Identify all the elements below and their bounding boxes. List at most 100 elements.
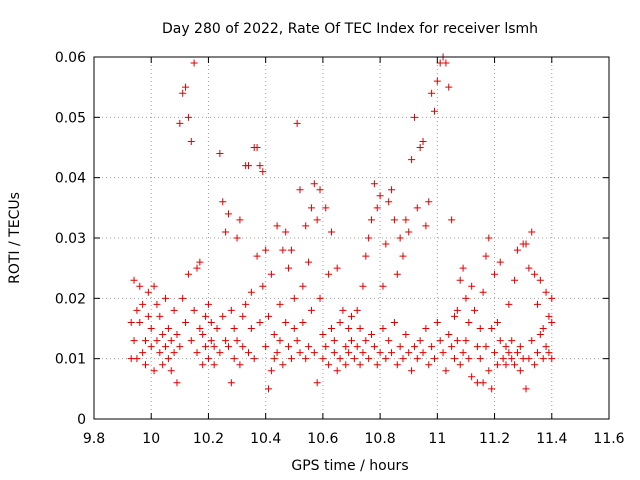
data-point bbox=[548, 294, 556, 302]
data-point bbox=[353, 306, 361, 314]
data-point bbox=[239, 343, 247, 351]
data-point bbox=[476, 355, 484, 363]
data-point bbox=[422, 222, 430, 230]
data-point bbox=[230, 325, 238, 332]
data-point bbox=[482, 343, 490, 351]
data-point bbox=[525, 264, 533, 272]
data-point bbox=[473, 343, 481, 351]
data-point bbox=[287, 355, 295, 363]
data-point bbox=[262, 343, 270, 351]
data-point bbox=[259, 282, 267, 290]
data-point bbox=[451, 312, 458, 320]
data-point bbox=[136, 282, 144, 290]
data-point bbox=[210, 343, 218, 351]
data-point bbox=[405, 228, 413, 236]
data-point bbox=[127, 318, 135, 326]
data-point bbox=[533, 300, 541, 308]
data-point bbox=[453, 337, 461, 345]
data-point bbox=[448, 343, 456, 351]
data-point bbox=[370, 343, 378, 351]
data-point bbox=[290, 325, 298, 332]
y-tick-label: 0.02 bbox=[55, 291, 86, 307]
y-tick-label: 0.03 bbox=[55, 231, 86, 247]
data-point bbox=[456, 361, 464, 369]
y-axis-label: ROTI / TECUs bbox=[7, 192, 23, 284]
data-point bbox=[133, 355, 141, 363]
data-point bbox=[485, 367, 493, 375]
data-point bbox=[462, 337, 470, 345]
data-point bbox=[167, 367, 175, 375]
data-point bbox=[179, 294, 187, 302]
data-point bbox=[428, 89, 436, 97]
data-point bbox=[216, 150, 224, 158]
data-point bbox=[325, 270, 333, 278]
data-point bbox=[219, 198, 227, 206]
data-point bbox=[322, 204, 330, 212]
data-point bbox=[222, 337, 230, 345]
data-point bbox=[207, 318, 215, 326]
data-point bbox=[179, 89, 187, 97]
data-point bbox=[342, 361, 350, 369]
data-point bbox=[476, 325, 484, 332]
data-point bbox=[162, 294, 170, 302]
data-point bbox=[342, 343, 350, 351]
data-point bbox=[516, 343, 524, 351]
data-point bbox=[436, 337, 444, 345]
data-point bbox=[216, 349, 224, 357]
data-point bbox=[224, 343, 232, 351]
data-point bbox=[319, 355, 327, 363]
data-point bbox=[416, 144, 424, 151]
data-point bbox=[276, 337, 284, 345]
data-point bbox=[382, 355, 390, 363]
data-point bbox=[499, 355, 507, 363]
data-point bbox=[142, 337, 149, 345]
data-point bbox=[393, 361, 401, 369]
data-point bbox=[259, 168, 267, 176]
data-point bbox=[356, 361, 364, 369]
data-point bbox=[345, 349, 353, 357]
data-point bbox=[353, 343, 361, 351]
data-point bbox=[531, 270, 539, 278]
data-point bbox=[362, 252, 370, 260]
data-point bbox=[276, 300, 284, 308]
data-point bbox=[196, 325, 204, 332]
data-point bbox=[176, 343, 184, 351]
data-point bbox=[130, 337, 138, 345]
data-point bbox=[493, 318, 501, 326]
data-point bbox=[222, 228, 230, 236]
data-point bbox=[327, 228, 335, 236]
data-point bbox=[419, 349, 427, 357]
data-point bbox=[362, 337, 370, 345]
data-point bbox=[147, 325, 155, 332]
data-point bbox=[348, 337, 355, 345]
data-point bbox=[130, 276, 138, 284]
x-tick-label: 11.2 bbox=[479, 431, 510, 447]
data-point bbox=[270, 355, 278, 363]
data-point bbox=[522, 240, 530, 248]
data-point bbox=[133, 306, 141, 314]
data-point bbox=[173, 331, 181, 339]
x-tick-label: 10.8 bbox=[365, 431, 396, 447]
data-point bbox=[365, 355, 373, 363]
data-point bbox=[439, 349, 447, 357]
data-point bbox=[196, 258, 204, 266]
data-point bbox=[173, 379, 181, 387]
data-point bbox=[385, 337, 393, 345]
data-point bbox=[299, 282, 307, 290]
data-point bbox=[336, 355, 344, 363]
data-point bbox=[390, 318, 398, 326]
data-point bbox=[333, 264, 341, 272]
data-point bbox=[373, 204, 381, 212]
data-point bbox=[402, 331, 410, 339]
data-points bbox=[127, 53, 556, 393]
data-point bbox=[247, 288, 255, 296]
data-point bbox=[479, 379, 487, 387]
data-point bbox=[491, 349, 499, 357]
data-point bbox=[451, 355, 458, 363]
data-point bbox=[442, 59, 450, 67]
data-point bbox=[330, 337, 338, 345]
data-point bbox=[379, 282, 387, 290]
data-point bbox=[273, 349, 281, 357]
data-point bbox=[433, 318, 441, 326]
data-point bbox=[542, 343, 550, 351]
